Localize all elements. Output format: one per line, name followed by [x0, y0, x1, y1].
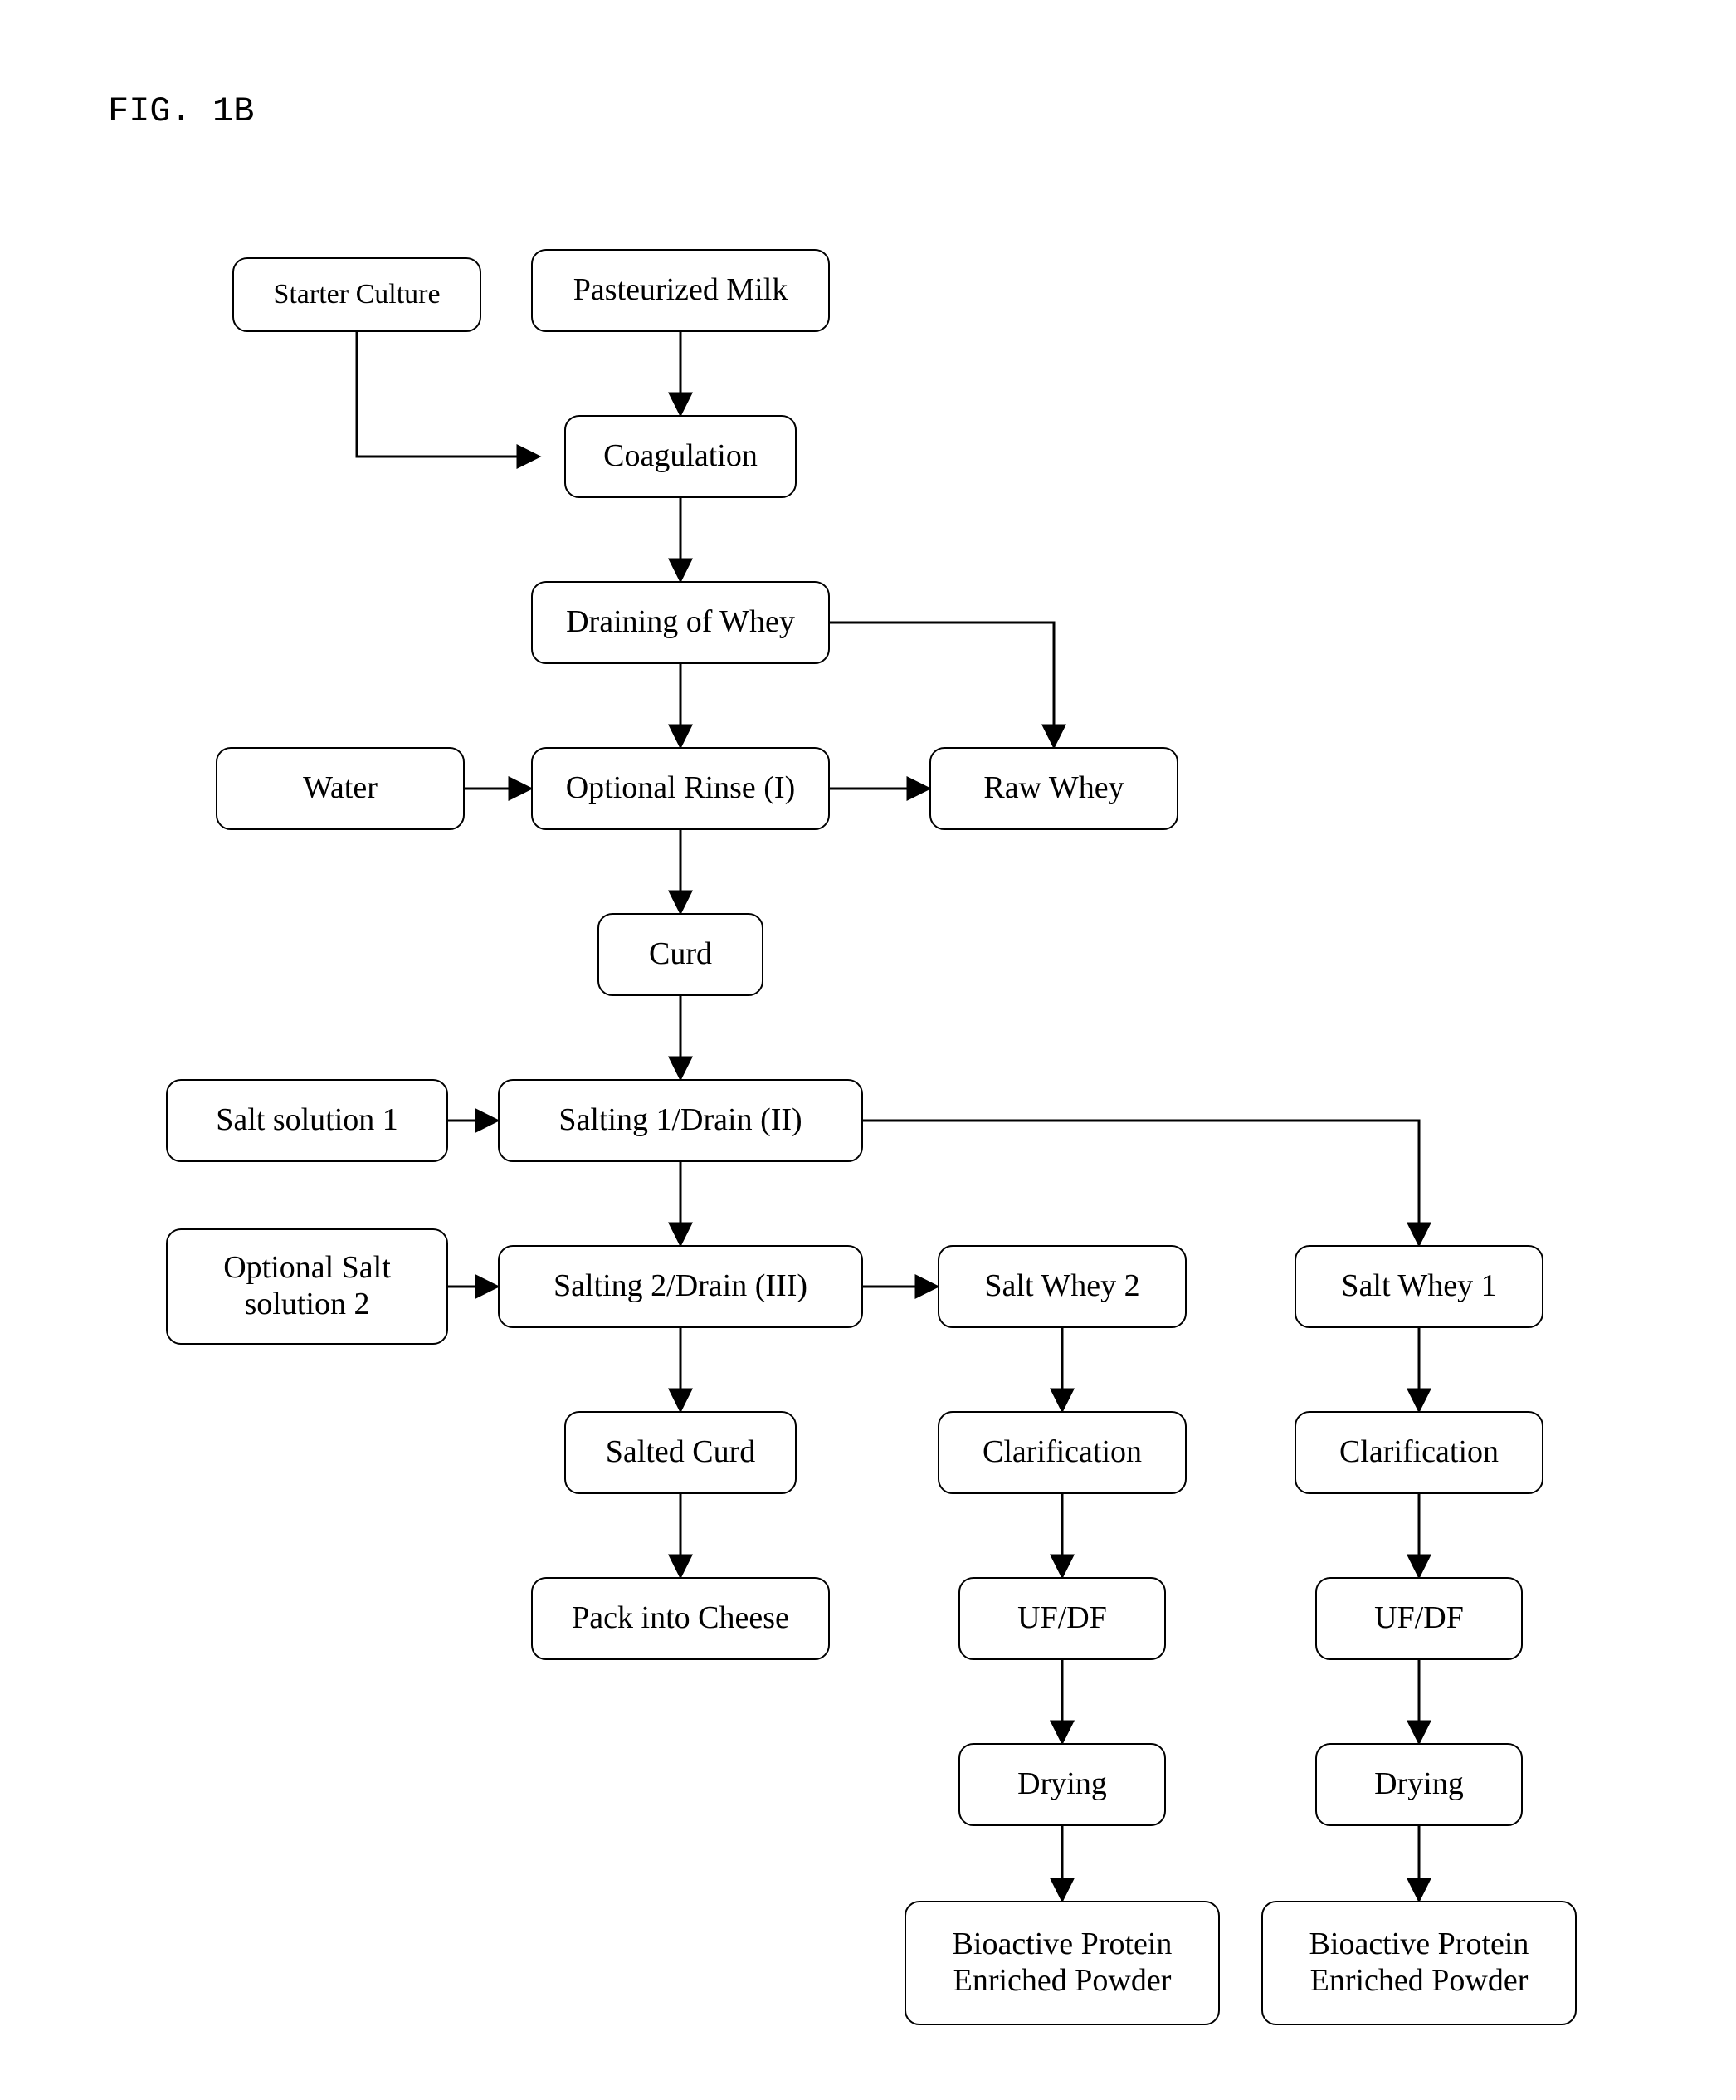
node-label: Water	[303, 770, 378, 807]
node-drying-2: Drying	[958, 1743, 1166, 1826]
node-coagulation: Coagulation	[564, 415, 797, 498]
node-label: Curd	[649, 936, 712, 973]
node-label: Coagulation	[603, 438, 758, 475]
node-salt-whey-2: Salt Whey 2	[938, 1245, 1187, 1328]
node-label: UF/DF	[1374, 1600, 1464, 1637]
node-pasteurized-milk: Pasteurized Milk	[531, 249, 830, 332]
node-optional-rinse: Optional Rinse (I)	[531, 747, 830, 830]
node-pack-into-cheese: Pack into Cheese	[531, 1577, 830, 1660]
node-draining-of-whey: Draining of Whey	[531, 581, 830, 664]
node-curd: Curd	[597, 913, 763, 996]
node-salting-2: Salting 2/Drain (III)	[498, 1245, 863, 1328]
node-salt-solution-1: Salt solution 1	[166, 1079, 448, 1162]
node-label: Optional Salt solution 2	[223, 1250, 391, 1322]
node-label: Bioactive Protein Enriched Powder	[953, 1927, 1173, 1999]
node-uf-df-1: UF/DF	[1315, 1577, 1523, 1660]
node-water: Water	[216, 747, 465, 830]
node-label: Salt Whey 1	[1341, 1268, 1496, 1305]
node-label: Salting 1/Drain (II)	[558, 1102, 802, 1139]
node-label: Pack into Cheese	[572, 1600, 789, 1637]
node-label: Salted Curd	[606, 1434, 755, 1471]
node-label: Salting 2/Drain (III)	[553, 1268, 807, 1305]
node-bioactive-2: Bioactive Protein Enriched Powder	[905, 1901, 1220, 2025]
node-label: Optional Rinse (I)	[566, 770, 796, 807]
node-raw-whey: Raw Whey	[929, 747, 1178, 830]
node-label: Drying	[1017, 1766, 1107, 1803]
node-label: Starter Culture	[273, 278, 440, 310]
node-label: Clarification	[983, 1434, 1142, 1471]
node-label: Pasteurized Milk	[573, 272, 788, 309]
node-salted-curd: Salted Curd	[564, 1411, 797, 1494]
node-label: Clarification	[1339, 1434, 1499, 1471]
node-label: Salt Whey 2	[984, 1268, 1139, 1305]
node-label: Raw Whey	[983, 770, 1124, 807]
node-uf-df-2: UF/DF	[958, 1577, 1166, 1660]
figure-label: FIG. 1B	[108, 91, 254, 131]
node-label: Draining of Whey	[566, 604, 795, 641]
node-label: Drying	[1374, 1766, 1464, 1803]
node-drying-1: Drying	[1315, 1743, 1523, 1826]
node-bioactive-1: Bioactive Protein Enriched Powder	[1261, 1901, 1577, 2025]
node-clarification-2: Clarification	[938, 1411, 1187, 1494]
node-starter-culture: Starter Culture	[232, 257, 481, 332]
node-salting-1: Salting 1/Drain (II)	[498, 1079, 863, 1162]
node-label: UF/DF	[1017, 1600, 1107, 1637]
node-label: Salt solution 1	[216, 1102, 398, 1139]
node-clarification-1: Clarification	[1295, 1411, 1543, 1494]
node-label: Bioactive Protein Enriched Powder	[1309, 1927, 1529, 1999]
node-optional-salt-solution-2: Optional Salt solution 2	[166, 1228, 448, 1345]
node-salt-whey-1: Salt Whey 1	[1295, 1245, 1543, 1328]
